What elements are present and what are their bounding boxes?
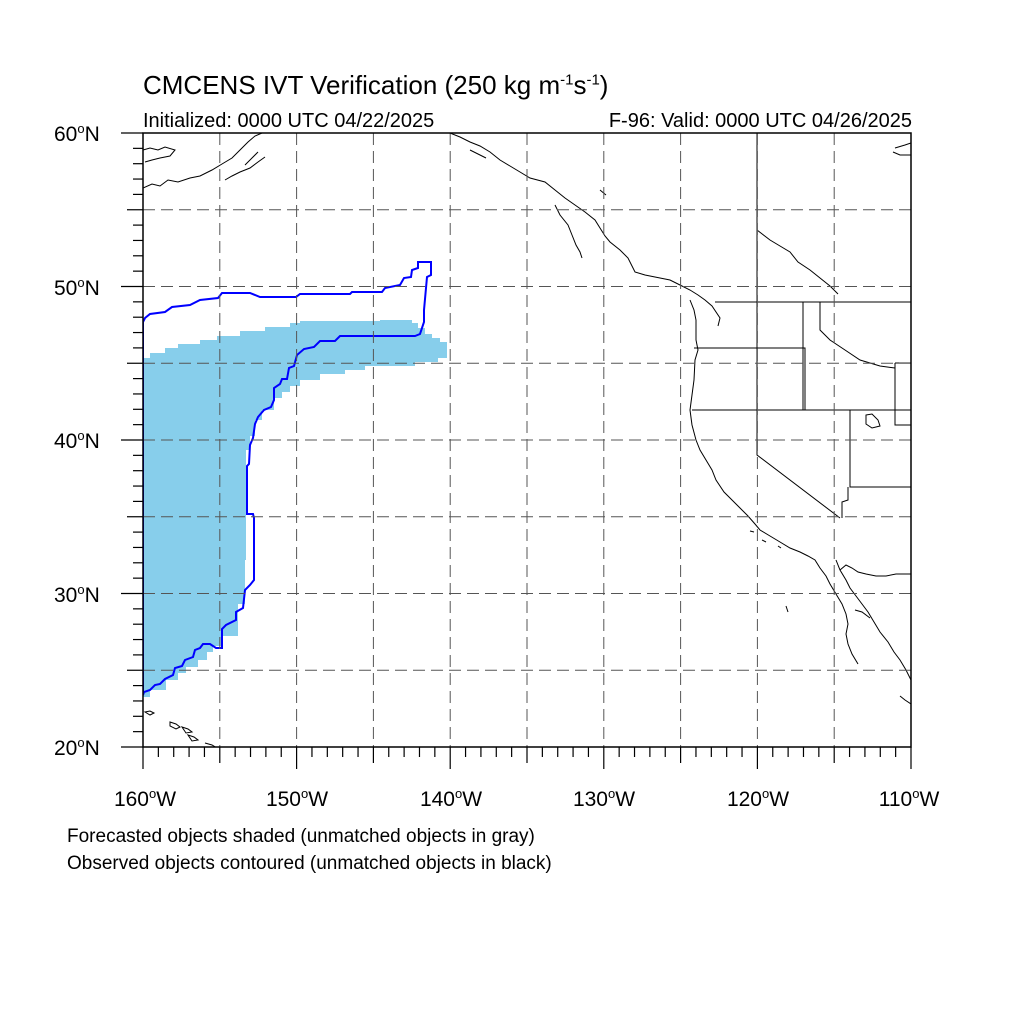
initialized-label: Initialized: 0000 UTC 04/22/2025 <box>143 110 435 132</box>
lat-label-20n: 20oN <box>54 735 100 760</box>
title-unit-s: s <box>573 70 587 100</box>
title-exponent-1: -1 <box>560 71 574 89</box>
title-text: CMCENS IVT Verification (250 kg m <box>143 70 561 100</box>
lat-label-50n: 50oN <box>54 275 100 300</box>
lon-label-160w: 160oW <box>113 786 177 811</box>
lon-label-150w: 150oW <box>265 786 329 811</box>
caption-observed: Observed objects contoured (unmatched ob… <box>67 853 552 874</box>
map-title: CMCENS IVT Verification (250 kg m-1s-1) <box>143 70 608 101</box>
lon-label-110w: 110oW <box>878 786 940 811</box>
valid-time-label: F-96: Valid: 0000 UTC 04/26/2025 <box>608 110 912 132</box>
title-exponent-2: -1 <box>586 71 600 89</box>
forecast-object-shaded <box>143 320 447 697</box>
lat-label-60n: 60oN <box>54 121 100 146</box>
lat-label-40n: 40oN <box>54 428 100 453</box>
caption-forecast: Forecasted objects shaded (unmatched obj… <box>67 826 535 847</box>
grid-lines <box>143 133 911 747</box>
title-close-paren: ) <box>599 70 609 100</box>
lon-label-140w: 140oW <box>419 786 483 811</box>
lat-label-30n: 30oN <box>54 582 100 607</box>
observed-object-contour <box>143 261 432 696</box>
axis-ticks <box>121 132 912 769</box>
coastlines <box>143 133 911 747</box>
lon-label-120w: 120oW <box>726 786 790 811</box>
lon-label-130w: 130oW <box>572 786 636 811</box>
